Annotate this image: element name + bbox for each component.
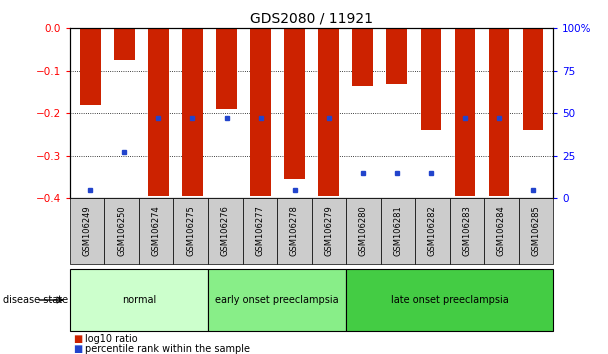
Bar [80, 28, 100, 105]
Text: ■: ■ [73, 344, 82, 354]
Text: disease state: disease state [3, 295, 68, 305]
Bar [114, 28, 134, 60]
Text: GSM106282: GSM106282 [428, 206, 437, 256]
Text: GSM106283: GSM106283 [463, 206, 471, 256]
Bar [319, 28, 339, 196]
Title: GDS2080 / 11921: GDS2080 / 11921 [250, 12, 373, 26]
Text: early onset preeclampsia: early onset preeclampsia [215, 295, 339, 305]
Text: GSM106281: GSM106281 [393, 206, 402, 256]
Bar [523, 28, 543, 130]
Text: log10 ratio: log10 ratio [85, 334, 138, 344]
Text: GSM106278: GSM106278 [290, 206, 299, 256]
Text: GSM106250: GSM106250 [117, 206, 126, 256]
Text: GSM106275: GSM106275 [186, 206, 195, 256]
Bar [489, 28, 509, 196]
Text: percentile rank within the sample: percentile rank within the sample [85, 344, 250, 354]
Bar [182, 28, 202, 196]
Bar [455, 28, 475, 196]
Bar [216, 28, 237, 109]
Text: GSM106285: GSM106285 [531, 206, 541, 256]
Bar [387, 28, 407, 84]
Text: GSM106280: GSM106280 [359, 206, 368, 256]
Bar [353, 28, 373, 86]
Text: normal: normal [122, 295, 156, 305]
Bar [250, 28, 271, 196]
Text: late onset preeclampsia: late onset preeclampsia [391, 295, 508, 305]
Text: GSM106276: GSM106276 [221, 206, 230, 256]
Text: GSM106249: GSM106249 [83, 206, 92, 256]
Text: GSM106284: GSM106284 [497, 206, 506, 256]
Text: GSM106279: GSM106279 [324, 206, 333, 256]
Bar [421, 28, 441, 130]
Bar [148, 28, 168, 196]
Text: GSM106274: GSM106274 [152, 206, 161, 256]
Text: ■: ■ [73, 334, 82, 344]
Text: GSM106277: GSM106277 [255, 206, 264, 256]
Bar [285, 28, 305, 179]
